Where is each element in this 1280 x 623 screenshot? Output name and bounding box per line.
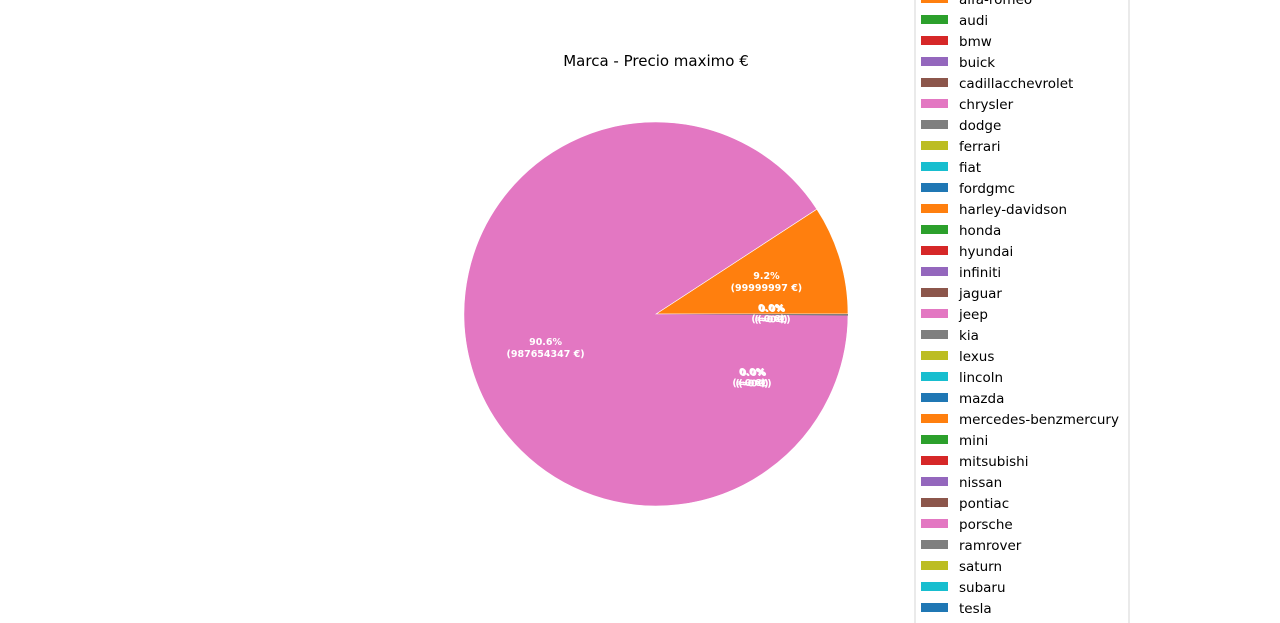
slice-value-label: (987654347 €) [507, 349, 585, 360]
legend-label: pontiac [959, 496, 1009, 512]
legend-swatch [921, 15, 948, 24]
legend-label: fiat [959, 160, 981, 176]
legend-label: audi [959, 13, 988, 29]
pie-slices [463, 121, 849, 507]
legend-swatch [921, 267, 948, 276]
small-slice-percent-label: 0.0% [739, 367, 766, 378]
legend-swatch [921, 162, 948, 171]
legend-swatch [921, 204, 948, 213]
legend-label: chrysler [959, 97, 1014, 113]
small-slice-percent-label: 0.0% [758, 304, 785, 315]
legend-label: bmw [959, 34, 992, 50]
legend-label: dodge [959, 118, 1001, 134]
legend-items: alfa-romeo audi bmw buick cadillacchevrolet c… [921, 0, 1119, 617]
legend-label: mini [959, 433, 988, 449]
legend-label: nissan [959, 475, 1002, 491]
legend: alfa-romeo audi bmw buick cadillacchevrolet c… [914, 0, 1130, 623]
legend-swatch [921, 603, 948, 612]
slice-value-label: (99999997 €) [731, 283, 802, 294]
legend-label: ramrover [959, 538, 1022, 554]
legend-label: mitsubishi [959, 454, 1028, 470]
small-slice-value-label: (≈0 €) [754, 314, 787, 325]
legend-swatch [921, 288, 948, 297]
small-slice-value-label: (≈0 €) [757, 315, 790, 326]
legend-label: kia [959, 328, 979, 344]
legend-label: infiniti [959, 265, 1001, 281]
legend-label: saturn [959, 559, 1002, 575]
legend-label: buick [959, 55, 995, 71]
small-slice-percent-label: 0.0% [758, 303, 785, 314]
legend-swatch [921, 498, 948, 507]
legend-label: lexus [959, 349, 994, 365]
legend-swatch [921, 414, 948, 423]
legend-swatch [921, 519, 948, 528]
small-slice-percent-label: 0.0% [739, 368, 766, 379]
legend-label: jaguar [958, 286, 1002, 302]
legend-label: subaru [959, 580, 1006, 596]
legend-swatch [921, 435, 948, 444]
legend-swatch [921, 141, 948, 150]
small-slice-percent-label: 0.0% [759, 304, 786, 315]
small-slice-percent-label: 0.0% [740, 368, 767, 379]
legend-swatch [921, 309, 948, 318]
pie-slice-sliver [656, 314, 848, 316]
legend-label: ferrari [959, 139, 1001, 155]
legend-swatch [921, 582, 948, 591]
legend-swatch [921, 78, 948, 87]
small-slice-value-label: (≈0 €) [738, 379, 771, 390]
legend-swatch [921, 225, 948, 234]
legend-swatch [921, 246, 948, 255]
legend-swatch [921, 372, 948, 381]
legend-swatch [921, 183, 948, 192]
legend-swatch [921, 561, 948, 570]
legend-swatch [921, 99, 948, 108]
legend-label: jeep [958, 307, 988, 323]
legend-swatch [921, 57, 948, 66]
legend-swatch [921, 330, 948, 339]
legend-label: tesla [959, 601, 992, 617]
legend-swatch [921, 540, 948, 549]
legend-label: mercedes-benzmercury [959, 412, 1119, 428]
legend-swatch [921, 0, 948, 3]
legend-label: fordgmc [959, 181, 1015, 197]
small-slice-value-label: (≈0 €) [735, 378, 768, 389]
small-slice-value-label: (≈0 €) [751, 314, 784, 325]
chart-title: Marca - Precio maximo € [563, 52, 749, 70]
legend-label: mazda [959, 391, 1004, 407]
legend-label: hyundai [959, 244, 1013, 260]
legend-frame [914, 0, 1130, 623]
legend-label: honda [959, 223, 1001, 239]
legend-swatch [921, 351, 948, 360]
legend-swatch [921, 393, 948, 402]
slice-percent-label: 90.6% [529, 337, 562, 348]
pie-slice-alfa-romeo [654, 208, 849, 315]
legend-swatch [921, 456, 948, 465]
legend-swatch [921, 36, 948, 45]
pie-labels: 9.2%(99999997 €)90.6%(987654347 €)0.0%(≈… [507, 271, 803, 389]
pie-slice-chrysler [463, 121, 849, 507]
legend-label: lincoln [959, 370, 1003, 386]
slice-percent-label: 9.2% [753, 271, 780, 282]
legend-label: alfa-romeo [959, 0, 1032, 8]
legend-swatch [921, 120, 948, 129]
legend-label: porsche [959, 517, 1013, 533]
small-slice-value-label: (≈0 €) [732, 378, 765, 389]
legend-swatch [921, 477, 948, 486]
legend-label: harley-davidson [959, 202, 1067, 218]
legend-label: cadillacchevrolet [959, 76, 1073, 92]
